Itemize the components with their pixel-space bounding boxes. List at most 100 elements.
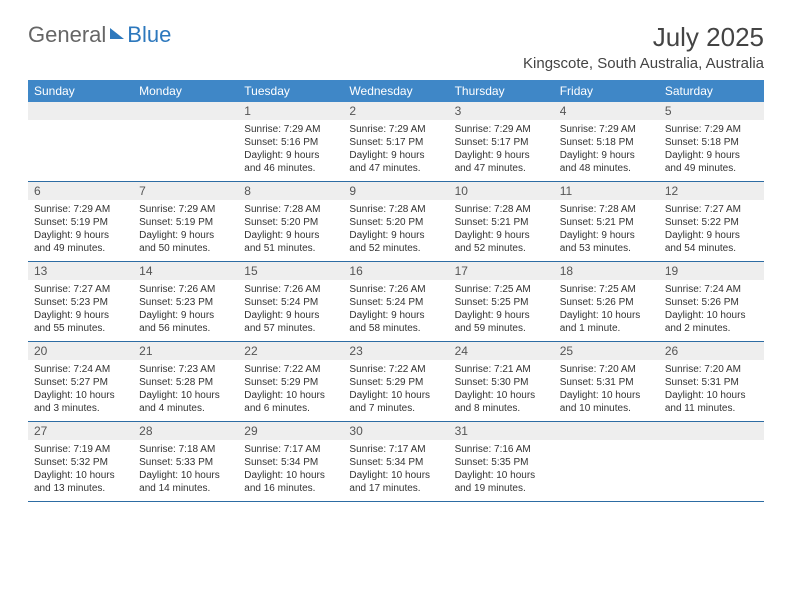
- day-body: Sunrise: 7:25 AMSunset: 5:25 PMDaylight:…: [449, 280, 554, 341]
- day-body: Sunrise: 7:20 AMSunset: 5:31 PMDaylight:…: [554, 360, 659, 421]
- day-daylight1: Daylight: 9 hours: [349, 149, 442, 162]
- day-body: Sunrise: 7:28 AMSunset: 5:20 PMDaylight:…: [238, 200, 343, 261]
- day-daylight2: and 11 minutes.: [665, 402, 758, 415]
- day-sunset: Sunset: 5:32 PM: [34, 456, 127, 469]
- logo-text-blue: Blue: [127, 22, 171, 48]
- day-body: Sunrise: 7:22 AMSunset: 5:29 PMDaylight:…: [238, 360, 343, 421]
- day-body: Sunrise: 7:17 AMSunset: 5:34 PMDaylight:…: [343, 440, 448, 501]
- day-sunset: Sunset: 5:31 PM: [665, 376, 758, 389]
- day-number: 17: [449, 262, 554, 280]
- calendar-day: 5Sunrise: 7:29 AMSunset: 5:18 PMDaylight…: [659, 102, 764, 181]
- day-daylight1: Daylight: 9 hours: [665, 229, 758, 242]
- day-number: 22: [238, 342, 343, 360]
- day-sunset: Sunset: 5:25 PM: [455, 296, 548, 309]
- logo: General Blue: [28, 22, 171, 48]
- day-sunrise: Sunrise: 7:24 AM: [34, 363, 127, 376]
- day-number: 24: [449, 342, 554, 360]
- day-number: 11: [554, 182, 659, 200]
- day-sunset: Sunset: 5:19 PM: [34, 216, 127, 229]
- day-body: Sunrise: 7:26 AMSunset: 5:23 PMDaylight:…: [133, 280, 238, 341]
- day-daylight1: Daylight: 10 hours: [665, 309, 758, 322]
- calendar-day: 8Sunrise: 7:28 AMSunset: 5:20 PMDaylight…: [238, 182, 343, 261]
- day-number: 13: [28, 262, 133, 280]
- day-number: [133, 102, 238, 120]
- day-daylight2: and 48 minutes.: [560, 162, 653, 175]
- day-number: 2: [343, 102, 448, 120]
- day-sunset: Sunset: 5:34 PM: [349, 456, 442, 469]
- day-sunrise: Sunrise: 7:19 AM: [34, 443, 127, 456]
- day-body: Sunrise: 7:28 AMSunset: 5:21 PMDaylight:…: [449, 200, 554, 261]
- day-number: 9: [343, 182, 448, 200]
- day-daylight2: and 17 minutes.: [349, 482, 442, 495]
- day-body: Sunrise: 7:22 AMSunset: 5:29 PMDaylight:…: [343, 360, 448, 421]
- day-body: Sunrise: 7:27 AMSunset: 5:22 PMDaylight:…: [659, 200, 764, 261]
- day-sunset: Sunset: 5:31 PM: [560, 376, 653, 389]
- day-body: Sunrise: 7:29 AMSunset: 5:18 PMDaylight:…: [659, 120, 764, 181]
- day-sunset: Sunset: 5:24 PM: [244, 296, 337, 309]
- day-sunset: Sunset: 5:16 PM: [244, 136, 337, 149]
- day-daylight1: Daylight: 9 hours: [139, 229, 232, 242]
- day-sunset: Sunset: 5:34 PM: [244, 456, 337, 469]
- day-sunrise: Sunrise: 7:27 AM: [665, 203, 758, 216]
- day-daylight1: Daylight: 10 hours: [139, 469, 232, 482]
- calendar-day: 13Sunrise: 7:27 AMSunset: 5:23 PMDayligh…: [28, 262, 133, 341]
- day-sunrise: Sunrise: 7:27 AM: [34, 283, 127, 296]
- day-daylight2: and 58 minutes.: [349, 322, 442, 335]
- day-sunset: Sunset: 5:27 PM: [34, 376, 127, 389]
- day-sunset: Sunset: 5:21 PM: [455, 216, 548, 229]
- day-daylight2: and 56 minutes.: [139, 322, 232, 335]
- calendar-day: 21Sunrise: 7:23 AMSunset: 5:28 PMDayligh…: [133, 342, 238, 421]
- day-daylight2: and 4 minutes.: [139, 402, 232, 415]
- day-daylight1: Daylight: 9 hours: [455, 149, 548, 162]
- day-daylight1: Daylight: 10 hours: [34, 389, 127, 402]
- day-of-week-header: Sunday Monday Tuesday Wednesday Thursday…: [28, 80, 764, 102]
- day-sunset: Sunset: 5:20 PM: [244, 216, 337, 229]
- day-sunrise: Sunrise: 7:29 AM: [349, 123, 442, 136]
- day-daylight1: Daylight: 9 hours: [455, 309, 548, 322]
- calendar-day: 24Sunrise: 7:21 AMSunset: 5:30 PMDayligh…: [449, 342, 554, 421]
- day-sunset: Sunset: 5:19 PM: [139, 216, 232, 229]
- logo-triangle-icon: [110, 28, 124, 39]
- day-sunset: Sunset: 5:22 PM: [665, 216, 758, 229]
- calendar-day: 2Sunrise: 7:29 AMSunset: 5:17 PMDaylight…: [343, 102, 448, 181]
- day-number: 4: [554, 102, 659, 120]
- page-header: General Blue July 2025 Kingscote, South …: [28, 22, 764, 72]
- dow-tuesday: Tuesday: [238, 80, 343, 102]
- month-title: July 2025: [523, 22, 764, 53]
- day-number: 15: [238, 262, 343, 280]
- day-number: 7: [133, 182, 238, 200]
- day-sunset: Sunset: 5:17 PM: [455, 136, 548, 149]
- day-body: Sunrise: 7:17 AMSunset: 5:34 PMDaylight:…: [238, 440, 343, 501]
- day-daylight2: and 55 minutes.: [34, 322, 127, 335]
- day-sunrise: Sunrise: 7:16 AM: [455, 443, 548, 456]
- calendar-day: 26Sunrise: 7:20 AMSunset: 5:31 PMDayligh…: [659, 342, 764, 421]
- day-body: Sunrise: 7:25 AMSunset: 5:26 PMDaylight:…: [554, 280, 659, 341]
- day-sunset: Sunset: 5:28 PM: [139, 376, 232, 389]
- day-daylight1: Daylight: 9 hours: [455, 229, 548, 242]
- day-sunrise: Sunrise: 7:29 AM: [139, 203, 232, 216]
- calendar-day: 4Sunrise: 7:29 AMSunset: 5:18 PMDaylight…: [554, 102, 659, 181]
- day-sunset: Sunset: 5:24 PM: [349, 296, 442, 309]
- day-body: Sunrise: 7:28 AMSunset: 5:20 PMDaylight:…: [343, 200, 448, 261]
- day-daylight2: and 49 minutes.: [34, 242, 127, 255]
- calendar-day: 30Sunrise: 7:17 AMSunset: 5:34 PMDayligh…: [343, 422, 448, 501]
- day-sunset: Sunset: 5:23 PM: [34, 296, 127, 309]
- day-daylight2: and 6 minutes.: [244, 402, 337, 415]
- day-body: Sunrise: 7:18 AMSunset: 5:33 PMDaylight:…: [133, 440, 238, 501]
- calendar-day: 28Sunrise: 7:18 AMSunset: 5:33 PMDayligh…: [133, 422, 238, 501]
- day-daylight2: and 57 minutes.: [244, 322, 337, 335]
- calendar-day: 29Sunrise: 7:17 AMSunset: 5:34 PMDayligh…: [238, 422, 343, 501]
- day-daylight2: and 8 minutes.: [455, 402, 548, 415]
- calendar-day: 18Sunrise: 7:25 AMSunset: 5:26 PMDayligh…: [554, 262, 659, 341]
- calendar-week: 1Sunrise: 7:29 AMSunset: 5:16 PMDaylight…: [28, 102, 764, 182]
- day-sunrise: Sunrise: 7:17 AM: [244, 443, 337, 456]
- day-daylight2: and 10 minutes.: [560, 402, 653, 415]
- day-number: 3: [449, 102, 554, 120]
- day-number: [554, 422, 659, 440]
- day-sunrise: Sunrise: 7:28 AM: [560, 203, 653, 216]
- day-daylight1: Daylight: 10 hours: [455, 469, 548, 482]
- day-body: [659, 440, 764, 496]
- day-daylight1: Daylight: 10 hours: [34, 469, 127, 482]
- day-number: 18: [554, 262, 659, 280]
- day-daylight1: Daylight: 9 hours: [139, 309, 232, 322]
